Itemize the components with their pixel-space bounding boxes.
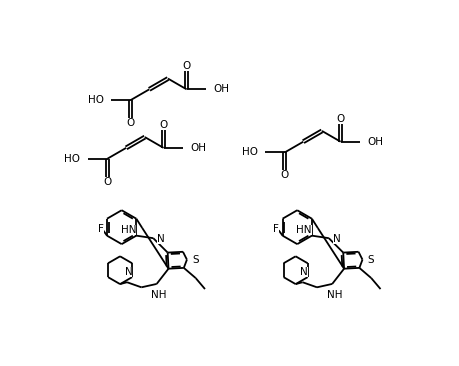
Text: O: O bbox=[183, 61, 191, 71]
Text: OH: OH bbox=[214, 84, 230, 94]
Text: S: S bbox=[368, 255, 375, 265]
Text: N: N bbox=[300, 267, 308, 277]
Text: O: O bbox=[280, 171, 289, 180]
Text: O: O bbox=[103, 177, 112, 187]
Text: OH: OH bbox=[368, 137, 384, 147]
Text: HN: HN bbox=[296, 225, 312, 235]
Text: N: N bbox=[125, 267, 133, 277]
Text: HO: HO bbox=[64, 154, 80, 164]
Text: O: O bbox=[159, 120, 168, 130]
Text: S: S bbox=[192, 255, 199, 265]
Text: O: O bbox=[127, 118, 135, 128]
Text: O: O bbox=[336, 114, 345, 124]
Text: F: F bbox=[274, 224, 280, 234]
Text: HN: HN bbox=[121, 225, 136, 235]
Text: HO: HO bbox=[88, 95, 104, 105]
Text: F: F bbox=[98, 224, 104, 234]
Text: OH: OH bbox=[190, 143, 207, 153]
Text: NH: NH bbox=[151, 290, 167, 300]
Text: N: N bbox=[333, 234, 341, 244]
Text: N: N bbox=[157, 234, 165, 244]
Text: NH: NH bbox=[327, 290, 342, 300]
Text: HO: HO bbox=[241, 147, 257, 157]
